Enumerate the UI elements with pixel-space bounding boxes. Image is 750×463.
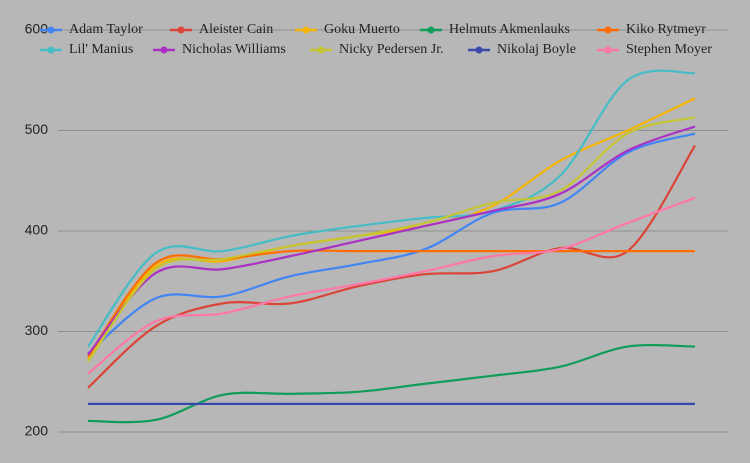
legend-dot xyxy=(317,46,325,54)
legend-dot xyxy=(604,26,612,34)
legend-label: Nicky Pedersen Jr. xyxy=(339,42,444,57)
legend-dot xyxy=(47,46,55,54)
legend-label: Kiko Rytmeyr xyxy=(626,22,706,37)
legend: Adam Taylor Aleister Cain Goku Muerto Helmu… xyxy=(40,22,712,57)
legend-dot xyxy=(160,46,168,54)
series-line xyxy=(87,97,696,361)
series-line xyxy=(87,343,696,424)
legend-label: Helmuts Akmenlauks xyxy=(449,22,570,37)
series-line xyxy=(87,196,696,375)
legend-label: Stephen Moyer xyxy=(626,42,712,57)
plot-lines xyxy=(87,69,696,424)
series-line xyxy=(87,132,696,355)
legend-label: Adam Taylor xyxy=(69,22,143,37)
grid: 200 300 400 500 600 xyxy=(25,21,728,439)
legend-dot xyxy=(302,26,310,34)
y-tick-label: 600 xyxy=(25,21,49,37)
y-tick-label: 400 xyxy=(25,222,49,238)
series-line xyxy=(87,116,696,363)
y-tick-label: 500 xyxy=(25,121,49,137)
legend-label: Nicholas Williams xyxy=(182,42,286,57)
series-line xyxy=(87,144,696,389)
legend-label: Lil' Manius xyxy=(69,42,133,57)
y-tick-label: 200 xyxy=(25,423,49,439)
y-tick-label: 300 xyxy=(25,322,49,338)
legend-label: Goku Muerto xyxy=(324,22,400,37)
legend-dot xyxy=(177,26,185,34)
legend-dot xyxy=(427,26,435,34)
legend-label: Nikolaj Boyle xyxy=(497,42,576,57)
legend-dot xyxy=(604,46,612,54)
legend-label: Aleister Cain xyxy=(199,22,273,37)
legend-dot xyxy=(475,46,483,54)
series-line xyxy=(87,125,696,356)
legend-dot xyxy=(47,26,55,34)
series-line xyxy=(87,249,695,358)
series-line xyxy=(87,69,696,348)
